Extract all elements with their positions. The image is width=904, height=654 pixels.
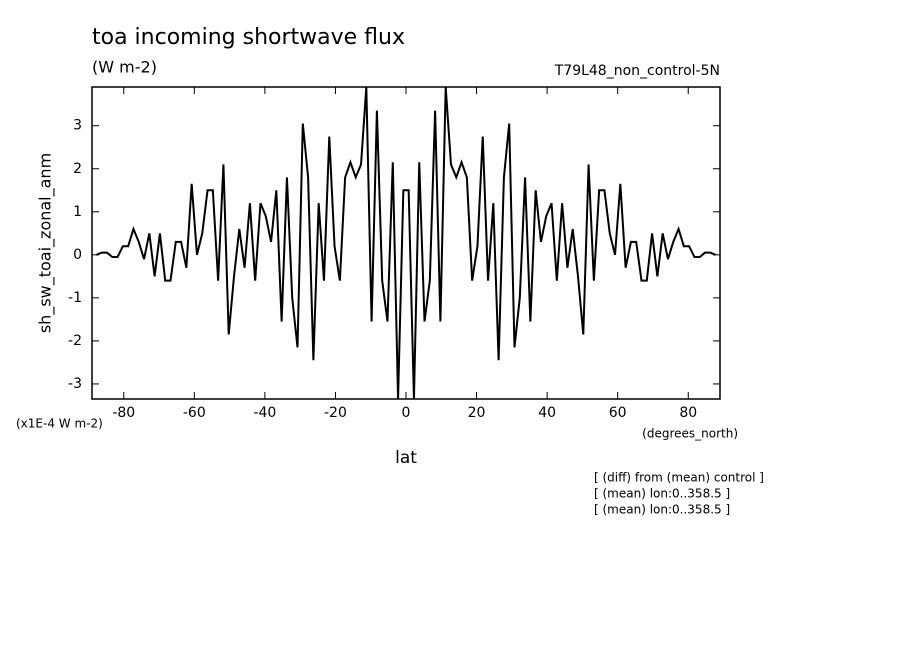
annotation: T79L48_non_control-5N [554, 63, 720, 79]
x-axis-label: lat [395, 448, 417, 468]
subtitle: (W m-2) [92, 58, 157, 77]
y-axis-label: sh_sw_toai_zonal_anm [36, 153, 56, 333]
x-tick-label: -60 [183, 405, 206, 421]
y-tick-label: -3 [68, 376, 82, 392]
x-tick-label: -80 [112, 405, 135, 421]
x-tick-label: 40 [538, 405, 556, 421]
y-tick-label: 1 [73, 204, 82, 220]
y-tick-label: 0 [73, 247, 82, 263]
x-tick-label: -20 [324, 405, 347, 421]
y-tick-label: 2 [73, 161, 82, 177]
data-line [96, 87, 716, 399]
plot-frame [91, 86, 721, 400]
y-tick-label: -2 [68, 333, 82, 349]
note: [ (diff) from (mean) control ] [594, 471, 764, 485]
note: [ (mean) lon:0..358.5 ] [594, 487, 730, 501]
x-units: (degrees_north) [642, 427, 738, 441]
x-tick-label: 60 [609, 405, 627, 421]
x-tick-label: 0 [402, 405, 411, 421]
chart-title: toa incoming shortwave flux [92, 25, 405, 50]
note: [ (mean) lon:0..358.5 ] [594, 503, 730, 517]
y-tick-label: -1 [68, 290, 82, 306]
y-units: (x1E-4 W m-2) [16, 417, 103, 431]
x-tick-label: 80 [679, 405, 697, 421]
y-tick-label: 3 [73, 118, 82, 134]
x-tick-label: -40 [253, 405, 276, 421]
x-tick-label: 20 [468, 405, 486, 421]
